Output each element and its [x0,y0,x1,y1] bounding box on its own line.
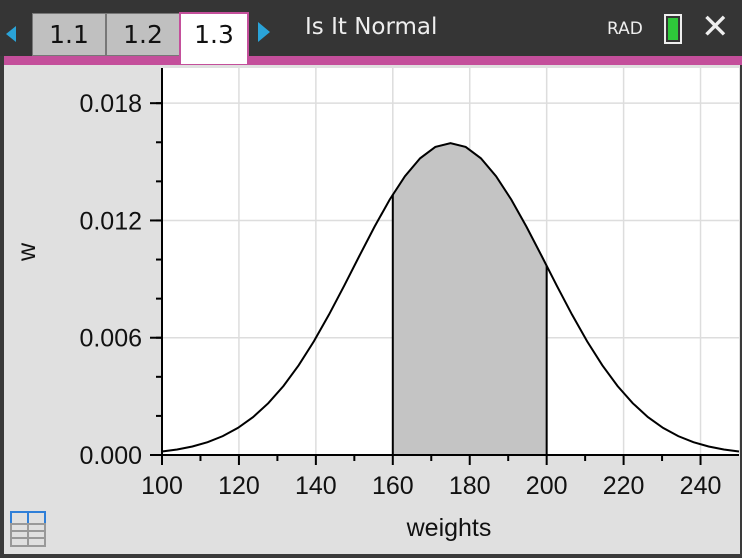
tab-1-1[interactable]: 1.1 [32,13,106,56]
x-tick-label: 100 [141,472,183,500]
x-tick-label: 220 [603,472,645,500]
tab-1-2[interactable]: 1.2 [106,13,180,56]
y-tick-label: 0.018 [79,90,142,118]
close-icon[interactable]: ✕ [701,7,730,47]
y-tick-label: 0.006 [79,325,142,353]
x-tick-label: 240 [680,472,722,500]
document-title: Is It Normal [305,14,438,40]
normal-curve [161,142,740,453]
tab-underline [4,56,742,65]
angle-mode: RAD [607,19,643,39]
y-tick-label: 0.000 [79,442,142,470]
shaded-area [392,143,547,455]
tab-1-3[interactable]: 1.3 [179,12,249,64]
scroll-left-arrow-icon[interactable] [6,26,16,42]
table-icon[interactable] [10,511,46,547]
x-tick-label: 200 [526,472,568,500]
x-tick-label: 160 [372,472,414,500]
y-axis-label: w [13,242,41,262]
x-axis-label: weights [406,514,492,542]
scroll-right-arrow-icon[interactable] [258,22,270,42]
x-tick-label: 140 [295,472,337,500]
x-tick-label: 180 [449,472,491,500]
x-tick-label: 120 [218,472,260,500]
battery-full-icon [664,14,682,44]
y-tick-label: 0.012 [79,207,142,235]
